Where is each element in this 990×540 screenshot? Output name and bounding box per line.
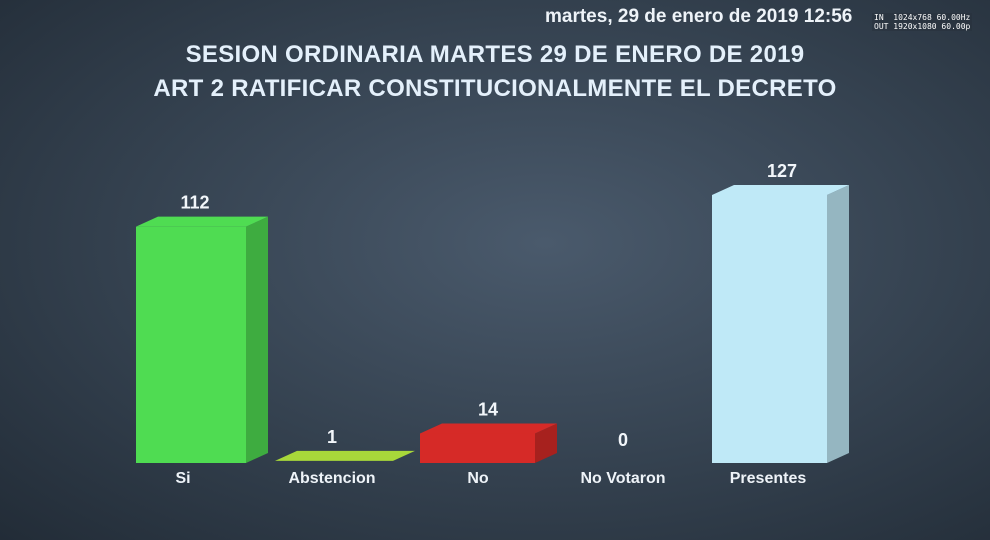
category-label-no: No (467, 470, 489, 487)
bar-si (136, 216, 268, 463)
bar-abstencion (275, 450, 415, 461)
chart-title: SESION ORDINARIA MARTES 29 DE ENERO DE 2… (0, 38, 990, 106)
chart-title-line-2: ART 2 RATIFICAR CONSTITUCIONALMENTE EL D… (153, 75, 837, 102)
value-label-si: 112 (180, 193, 209, 213)
value-label-abstencion: 1 (327, 427, 337, 447)
date-time-text: martes, 29 de enero de 2019 12:56 (545, 6, 853, 27)
category-label-abstencion: Abstencion (288, 470, 375, 487)
bar-presentes (712, 185, 849, 463)
value-label-no: 14 (478, 399, 498, 419)
signal-info-overlay: IN 1024x768 60.00Hz OUT 1920x1080 60.00p (872, 13, 973, 31)
bar-no (420, 423, 557, 463)
chart-title-line-1: SESION ORDINARIA MARTES 29 DE ENERO DE 2… (185, 41, 805, 68)
category-label-no-votaron: No Votaron (580, 470, 665, 487)
category-label-presentes: Presentes (730, 470, 807, 487)
category-label-si: Si (175, 470, 190, 487)
overlay-out-text: OUT 1920x1080 60.00p (874, 22, 971, 31)
value-label-presentes: 127 (767, 161, 797, 181)
value-label-no-votaron: 0 (618, 430, 628, 450)
overlay-in-text: IN 1024x768 60.00Hz (874, 13, 971, 22)
